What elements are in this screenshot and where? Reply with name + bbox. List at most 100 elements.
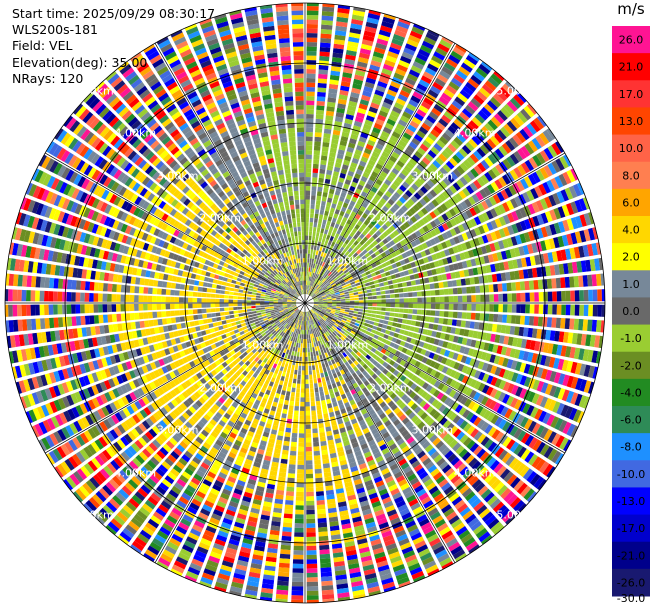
velocity-gate — [513, 500, 525, 512]
velocity-gate — [556, 344, 563, 356]
velocity-gate — [361, 212, 368, 219]
velocity-gate — [411, 154, 421, 163]
velocity-gate — [309, 222, 313, 227]
velocity-gate — [115, 472, 126, 484]
velocity-gate — [389, 443, 398, 451]
velocity-gate — [345, 300, 350, 303]
velocity-gate — [380, 216, 388, 223]
velocity-gate — [252, 342, 258, 348]
velocity-gate — [402, 287, 408, 293]
velocity-gate — [422, 382, 429, 390]
velocity-gate — [321, 277, 325, 282]
velocity-gate — [410, 261, 416, 268]
velocity-gate — [309, 329, 312, 335]
velocity-gate — [597, 304, 602, 317]
velocity-gate — [466, 338, 472, 347]
velocity-gate — [469, 277, 475, 285]
velocity-gate — [340, 296, 346, 299]
velocity-gate — [466, 259, 472, 268]
velocity-gate — [439, 70, 451, 80]
velocity-gate — [225, 547, 238, 555]
velocity-gate — [314, 459, 321, 465]
velocity-gate — [526, 103, 537, 115]
velocity-gate — [338, 94, 348, 101]
velocity-gate — [465, 185, 475, 195]
velocity-gate — [484, 514, 497, 526]
velocity-gate — [221, 560, 234, 568]
velocity-gate — [166, 493, 177, 503]
velocity-gate — [419, 160, 428, 169]
velocity-gate — [309, 286, 313, 291]
velocity-gate — [531, 456, 542, 469]
velocity-gate — [360, 555, 373, 563]
velocity-gate — [465, 472, 476, 483]
velocity-gate — [312, 295, 317, 299]
velocity-gate — [208, 387, 216, 395]
velocity-gate — [334, 346, 340, 352]
velocity-gate — [561, 389, 570, 402]
velocity-gate — [446, 107, 457, 117]
velocity-gate — [349, 293, 354, 296]
velocity-gate — [372, 233, 379, 240]
velocity-gate — [352, 335, 358, 340]
velocity-gate — [418, 219, 426, 227]
velocity-gate — [579, 379, 587, 392]
velocity-gate — [433, 424, 442, 433]
velocity-gate — [463, 329, 470, 337]
velocity-gate — [205, 564, 218, 573]
velocity-gate — [373, 279, 379, 284]
velocity-gate — [459, 89, 471, 100]
velocity-gate — [305, 325, 307, 330]
velocity-gate — [340, 136, 349, 142]
velocity-gate — [223, 401, 231, 409]
velocity-gate — [471, 479, 483, 490]
velocity-gate — [278, 329, 283, 335]
velocity-gate — [477, 214, 486, 224]
velocity-gate — [144, 499, 156, 510]
velocity-gate — [557, 358, 565, 371]
velocity-gate — [348, 100, 358, 108]
velocity-gate — [397, 504, 408, 513]
velocity-gate — [448, 311, 454, 318]
velocity-gate — [594, 335, 601, 348]
velocity-gate — [499, 507, 511, 520]
velocity-gate — [477, 485, 489, 496]
velocity-gate — [327, 197, 333, 203]
velocity-gate — [525, 256, 532, 267]
velocity-gate — [83, 503, 94, 514]
velocity-gate — [449, 103, 460, 114]
velocity-gate — [306, 496, 315, 501]
velocity-gate — [367, 488, 377, 496]
velocity-gate — [394, 249, 401, 256]
velocity-gate — [227, 420, 235, 428]
velocity-gate — [137, 487, 149, 498]
velocity-gate — [498, 368, 506, 378]
velocity-gate — [319, 209, 325, 215]
velocity-gate — [363, 300, 368, 303]
velocity-gate — [413, 167, 422, 176]
velocity-gate — [462, 187, 471, 197]
velocity-gate — [592, 227, 598, 240]
velocity-gate — [475, 313, 481, 321]
velocity-gate — [401, 546, 414, 555]
velocity-gate — [327, 503, 337, 509]
velocity-gate — [448, 334, 455, 342]
velocity-gate — [510, 198, 519, 209]
velocity-gate — [536, 152, 546, 165]
velocity-gate — [241, 542, 253, 550]
velocity-gate — [215, 423, 224, 431]
velocity-gate — [326, 307, 332, 310]
velocity-gate — [332, 348, 337, 354]
velocity-gate — [451, 496, 463, 506]
velocity-gate — [476, 504, 488, 516]
velocity-gate — [308, 276, 311, 281]
velocity-gate — [267, 442, 275, 448]
velocity-gate — [575, 215, 583, 228]
velocity-gate — [269, 529, 280, 536]
velocity-gate — [377, 201, 384, 209]
velocity-gate — [552, 401, 561, 414]
velocity-gate — [548, 194, 557, 207]
velocity-gate — [422, 457, 432, 467]
velocity-gate — [335, 311, 340, 314]
velocity-gate — [291, 387, 296, 393]
